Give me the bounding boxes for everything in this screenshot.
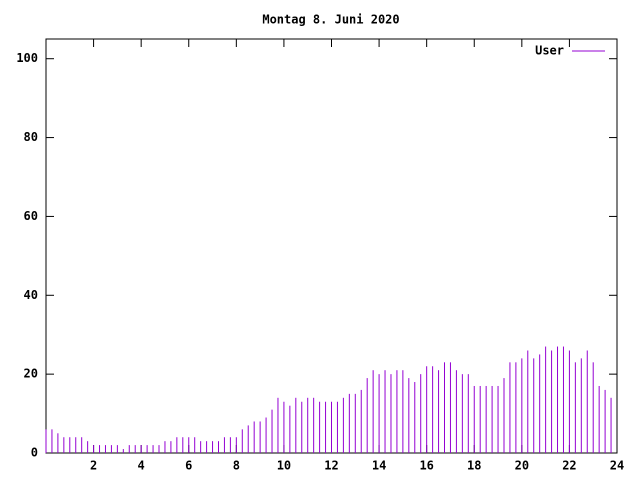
x-tick-label: 22 (562, 459, 576, 473)
y-tick-label: 20 (24, 367, 38, 381)
y-tick-label: 60 (24, 209, 38, 223)
legend-label: User (535, 44, 564, 58)
x-tick-label: 2 (90, 459, 97, 473)
y-tick-label: 80 (24, 130, 38, 144)
x-tick-label: 12 (324, 459, 338, 473)
x-tick-label: 4 (138, 459, 145, 473)
x-tick-label: 24 (610, 459, 624, 473)
x-tick-label: 14 (372, 459, 386, 473)
y-tick-label: 40 (24, 288, 38, 302)
x-tick-label: 6 (185, 459, 192, 473)
y-tick-label: 0 (31, 446, 38, 460)
chart-title: Montag 8. Juni 2020 (262, 13, 399, 27)
x-tick-label: 8 (233, 459, 240, 473)
x-tick-label: 10 (277, 459, 291, 473)
x-tick-label: 20 (515, 459, 529, 473)
y-tick-label: 100 (16, 51, 38, 65)
x-tick-label: 16 (419, 459, 433, 473)
plot-frame (45, 38, 618, 454)
x-tick-label: 18 (467, 459, 481, 473)
